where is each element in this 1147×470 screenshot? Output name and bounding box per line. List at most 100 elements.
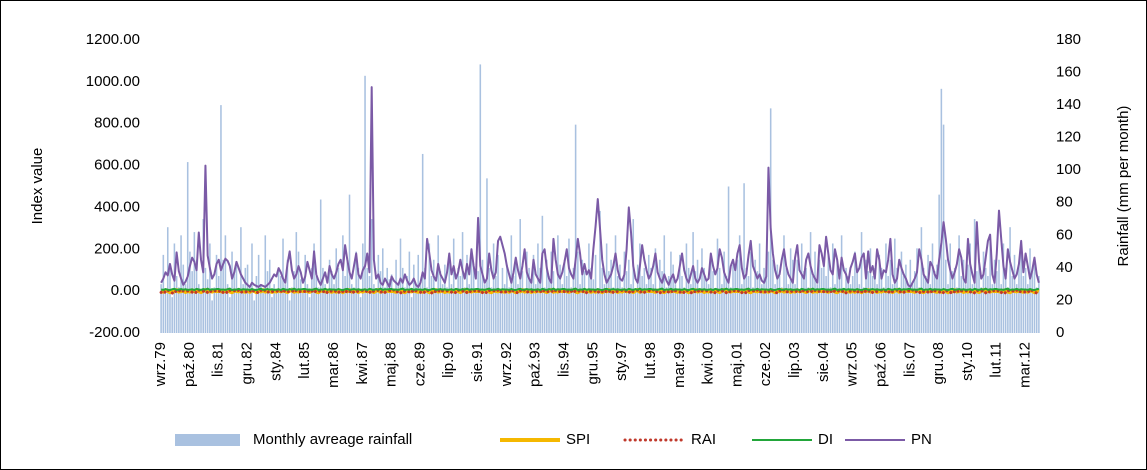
bar bbox=[304, 254, 306, 333]
legend-label: DI bbox=[818, 431, 833, 448]
bar bbox=[260, 284, 262, 333]
bar bbox=[608, 271, 610, 333]
bar bbox=[452, 238, 455, 333]
y2-tick-label: 180 bbox=[1056, 31, 1081, 48]
bar bbox=[175, 276, 178, 333]
bar bbox=[1000, 284, 1002, 333]
bar bbox=[302, 290, 304, 333]
bar bbox=[774, 284, 776, 333]
x-tick-label: mar.99 bbox=[671, 342, 688, 388]
x-tick-label: sty.84 bbox=[267, 342, 284, 381]
bar bbox=[581, 259, 584, 333]
x-tick-label: lut.11 bbox=[988, 342, 1005, 378]
bar bbox=[481, 259, 484, 333]
bar bbox=[326, 292, 329, 333]
bar bbox=[931, 243, 934, 333]
bar bbox=[792, 259, 794, 333]
bar bbox=[851, 276, 854, 333]
bar bbox=[257, 254, 260, 333]
bar bbox=[712, 271, 714, 333]
bar bbox=[468, 284, 470, 333]
bar bbox=[393, 292, 395, 333]
bar bbox=[860, 232, 863, 333]
bar bbox=[645, 284, 648, 333]
bar bbox=[667, 276, 670, 333]
bar bbox=[960, 276, 963, 333]
bar bbox=[685, 243, 688, 333]
bar bbox=[1013, 254, 1016, 333]
bar bbox=[865, 259, 867, 333]
bar bbox=[679, 254, 681, 333]
bar bbox=[929, 284, 932, 333]
bar bbox=[659, 259, 661, 333]
bar bbox=[825, 276, 827, 333]
y2-tick-label: 120 bbox=[1056, 129, 1081, 146]
y-tick-label: 1200.00 bbox=[86, 31, 140, 48]
y-tick-label: -200.00 bbox=[89, 324, 140, 341]
bar bbox=[1018, 264, 1020, 333]
bar bbox=[364, 75, 366, 334]
bar bbox=[922, 267, 925, 333]
bar bbox=[871, 276, 874, 333]
bar bbox=[284, 284, 287, 333]
bar bbox=[244, 267, 247, 333]
bar bbox=[991, 284, 994, 333]
bar bbox=[353, 287, 355, 333]
bar bbox=[514, 259, 517, 333]
bar bbox=[262, 292, 264, 333]
bar bbox=[559, 264, 561, 333]
bar bbox=[836, 259, 838, 333]
x-tick-label: paź.80 bbox=[181, 342, 198, 387]
bar bbox=[198, 284, 200, 333]
bar bbox=[368, 276, 371, 333]
bar bbox=[978, 259, 980, 333]
x-tick-label: sie.04 bbox=[815, 342, 832, 382]
bar bbox=[823, 264, 825, 333]
bar bbox=[996, 271, 998, 333]
bar bbox=[273, 284, 275, 333]
bar bbox=[379, 271, 382, 333]
bar bbox=[798, 292, 801, 333]
bar bbox=[716, 238, 719, 333]
bar bbox=[918, 287, 920, 333]
bar bbox=[727, 186, 730, 333]
bar bbox=[357, 267, 360, 333]
bar bbox=[390, 274, 393, 333]
y2-tick-label: 0 bbox=[1056, 324, 1064, 341]
y-tick-label: 200.00 bbox=[94, 240, 140, 257]
bar bbox=[984, 267, 987, 333]
legend-label: Monthly avreage rainfall bbox=[253, 431, 412, 448]
bar bbox=[663, 235, 666, 333]
bar bbox=[636, 264, 639, 333]
bar bbox=[428, 243, 431, 333]
bar bbox=[370, 219, 373, 333]
x-tick-label: lis.07 bbox=[901, 342, 918, 377]
x-tick-label: wrz.79 bbox=[152, 342, 169, 387]
bar bbox=[612, 287, 615, 333]
bar bbox=[166, 227, 169, 333]
bar bbox=[647, 254, 650, 333]
bar bbox=[933, 271, 936, 333]
bar bbox=[597, 292, 599, 333]
bar bbox=[424, 267, 426, 333]
bar bbox=[761, 284, 763, 333]
bar bbox=[718, 267, 721, 333]
x-tick-label: gru.08 bbox=[930, 342, 947, 385]
bar bbox=[736, 259, 739, 333]
bar bbox=[964, 284, 967, 333]
x-tick-label: maj.01 bbox=[728, 342, 745, 387]
bar bbox=[652, 284, 654, 333]
x-tick-label: sie.91 bbox=[469, 342, 486, 382]
bar bbox=[980, 287, 983, 333]
bar bbox=[346, 259, 349, 333]
bar bbox=[643, 267, 646, 333]
bar bbox=[803, 271, 805, 333]
bar bbox=[457, 267, 459, 333]
bar bbox=[388, 279, 391, 333]
bar bbox=[426, 287, 428, 333]
bar bbox=[324, 284, 326, 333]
x-tick-label: paź.06 bbox=[872, 342, 889, 387]
bar bbox=[650, 267, 652, 333]
bar bbox=[479, 64, 482, 334]
